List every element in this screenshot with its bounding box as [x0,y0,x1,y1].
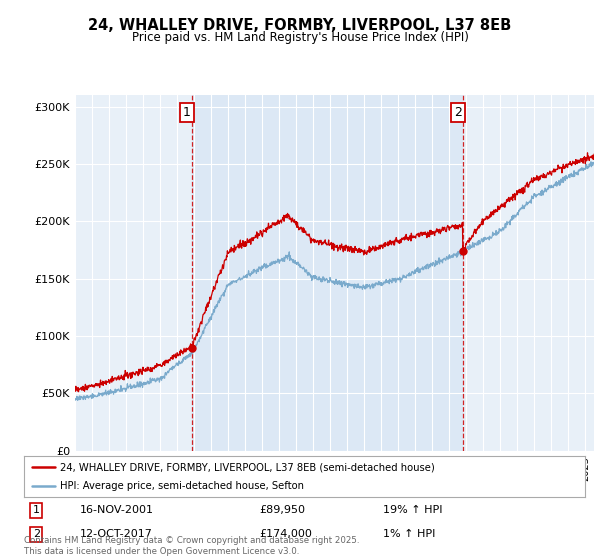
Text: HPI: Average price, semi-detached house, Sefton: HPI: Average price, semi-detached house,… [61,481,304,491]
Text: 12-OCT-2017: 12-OCT-2017 [80,529,153,539]
Text: Contains HM Land Registry data © Crown copyright and database right 2025.
This d: Contains HM Land Registry data © Crown c… [24,536,359,556]
Text: 24, WHALLEY DRIVE, FORMBY, LIVERPOOL, L37 8EB: 24, WHALLEY DRIVE, FORMBY, LIVERPOOL, L3… [88,18,512,33]
Text: Price paid vs. HM Land Registry's House Price Index (HPI): Price paid vs. HM Land Registry's House … [131,31,469,44]
Text: 16-NOV-2001: 16-NOV-2001 [80,505,154,515]
Bar [192,95,463,451]
Text: 1: 1 [33,505,40,515]
Text: £89,950: £89,950 [260,505,305,515]
Text: 2: 2 [33,529,40,539]
Text: 19% ↑ HPI: 19% ↑ HPI [383,505,443,515]
Text: 1: 1 [183,106,191,119]
Text: 1% ↑ HPI: 1% ↑ HPI [383,529,436,539]
Text: £174,000: £174,000 [260,529,313,539]
Text: 2: 2 [454,106,461,119]
Text: 24, WHALLEY DRIVE, FORMBY, LIVERPOOL, L37 8EB (semi-detached house): 24, WHALLEY DRIVE, FORMBY, LIVERPOOL, L3… [61,463,435,473]
